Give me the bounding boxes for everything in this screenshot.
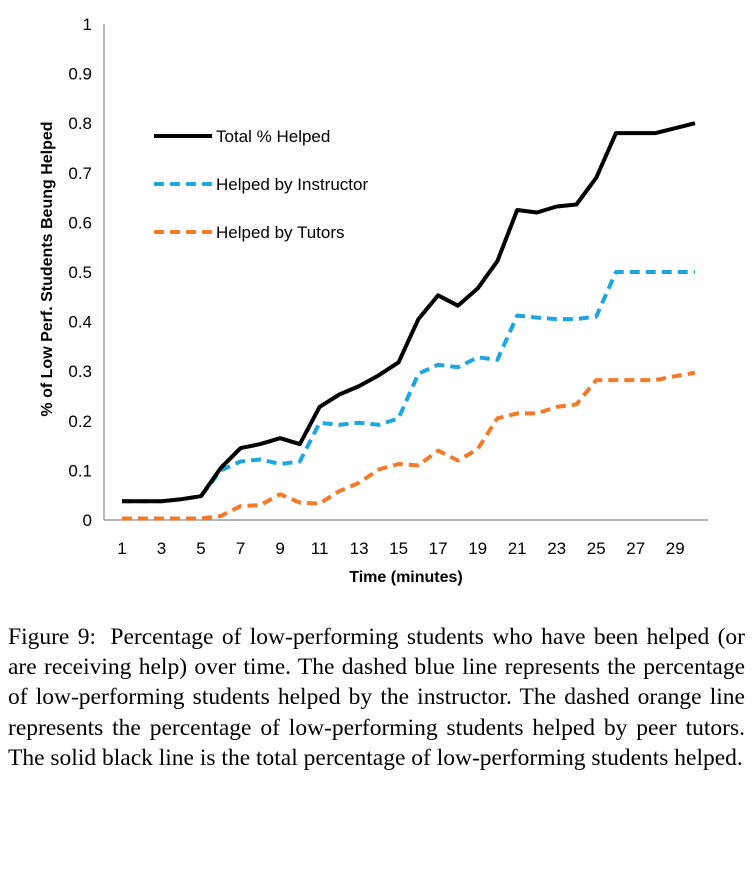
legend-label-instructor: Helped by Instructor [216, 175, 368, 194]
x-tick-label: 3 [157, 539, 166, 558]
caption-text: Percentage of low-performing students wh… [8, 624, 745, 771]
y-tick-label: 0.1 [68, 461, 92, 480]
x-tick-label: 19 [468, 539, 487, 558]
legend: Total % Helped Helped by Instructor Help… [154, 127, 368, 242]
y-tick-label: 0 [83, 511, 92, 530]
y-tick-label: 0.9 [68, 65, 92, 84]
x-tick-label: 21 [508, 539, 527, 558]
y-tick-label: 1 [83, 15, 92, 34]
x-tick-label: 13 [350, 539, 369, 558]
series-line-total-helped [122, 121, 696, 504]
series-line-helped-by-instructor [122, 270, 695, 504]
y-tick-label: 0.8 [68, 114, 92, 133]
line-chart: 00.10.20.30.40.50.60.70.80.91 1 3 5 7 9 11 13 1… [39, 15, 708, 586]
y-tick-label: 0.5 [68, 263, 92, 282]
x-tick-label: 11 [311, 539, 329, 558]
x-tick-label: 29 [666, 539, 685, 558]
series-line-helped-by-tutors [122, 370, 696, 521]
y-tick-label: 0.3 [68, 362, 92, 381]
caption-label: Figure 9: [8, 624, 96, 650]
x-tick-label: 9 [275, 539, 284, 558]
x-tick-label: 7 [236, 539, 245, 558]
legend-label-total: Total % Helped [216, 127, 330, 146]
y-axis-ticks: 0 0.1 0.2 0.3 0.4 0.5 0.6 0.7 0.8 0.9 1 [68, 15, 92, 530]
y-tick-label: 0.6 [68, 213, 92, 232]
x-tick-label: 15 [389, 539, 408, 558]
y-tick-label: 0.2 [68, 412, 92, 431]
x-axis-ticks: 1 3 5 7 9 11 13 15 17 19 21 23 25 27 29 [117, 539, 684, 558]
y-tick-label: 0.4 [68, 313, 92, 332]
x-axis-title: Time (minutes) [349, 569, 463, 586]
x-tick-label: 17 [429, 539, 448, 558]
x-tick-label: 23 [547, 539, 566, 558]
x-tick-label: 25 [587, 539, 606, 558]
legend-label-tutors: Helped by Tutors [216, 223, 345, 242]
figure-caption: Figure 9: Percentage of low-performing s… [8, 622, 745, 773]
x-tick-label: 27 [626, 539, 645, 558]
x-tick-label: 1 [117, 539, 126, 558]
y-axis-title: % of Low Perf. Students Beung Helped [39, 121, 56, 416]
series-layer [122, 121, 696, 521]
x-tick-label: 5 [196, 539, 205, 558]
y-tick-label: 0.7 [68, 164, 92, 183]
